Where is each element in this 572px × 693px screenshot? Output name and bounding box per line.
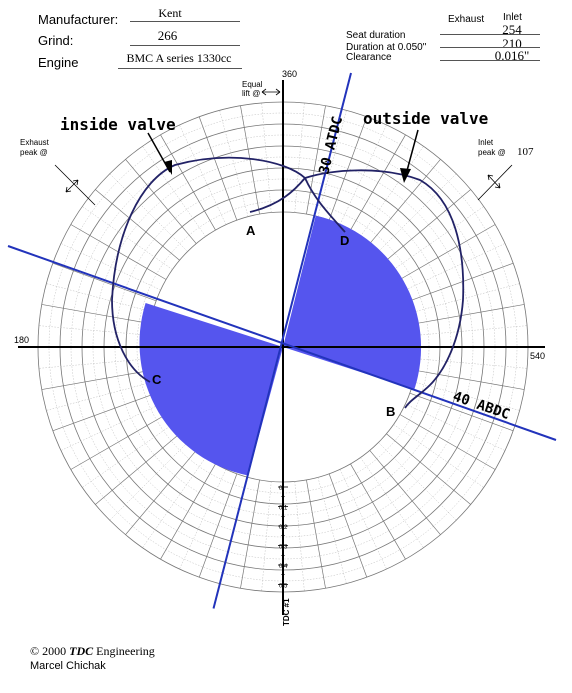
- exhaust-peak-arrow: [65, 179, 79, 193]
- inlet-peak-label-1: Inlet: [478, 138, 494, 147]
- exhaust-peak-label-2: peak @: [20, 148, 48, 157]
- engine-value: BMC A series 1330cc: [126, 51, 232, 65]
- scale-tick-label: 0.5: [279, 584, 288, 590]
- tdc-label: TDC #1: [282, 598, 291, 626]
- outside-valve-label: outside valve: [363, 109, 488, 128]
- copyright-prefix: © 2000: [30, 644, 70, 658]
- author: Marcel Chichak: [30, 660, 106, 672]
- grind-value: 266: [157, 28, 178, 43]
- scale-tick-label: 0.4: [279, 564, 288, 570]
- scale-tick-label: 0.3: [279, 545, 288, 551]
- outside-valve-curve: [303, 169, 465, 409]
- duration-050-label: Duration at 0.050": [346, 42, 427, 53]
- label-180: 180: [14, 335, 29, 345]
- point-c-label: C: [152, 372, 162, 387]
- inlet-peak-label-2: peak @: [478, 148, 506, 157]
- spec-line-1: [440, 34, 540, 35]
- exhaust-peak-label-1: Exhaust: [20, 138, 50, 147]
- col-exhaust-label: Exhaust: [448, 14, 485, 25]
- scale-tick-label: 0.1: [279, 506, 288, 512]
- abdc-line: [7, 245, 557, 441]
- scale-tick-label: 0: [279, 486, 283, 492]
- inside-valve-arrowhead: [164, 160, 172, 175]
- grind-underline: [130, 45, 240, 46]
- label-540: 540: [530, 351, 545, 361]
- copyright-brand: TDC: [69, 644, 94, 658]
- abdc-label: 40 ABDC: [451, 389, 512, 423]
- col-inlet-label: Inlet: [503, 12, 522, 23]
- atdc-line: [212, 72, 352, 609]
- inside-valve-label: inside valve: [60, 115, 176, 134]
- inlet-peak-arrow: [487, 174, 501, 189]
- grind-label: Grind:: [38, 33, 74, 48]
- spec-line-2: [440, 47, 540, 48]
- seat-duration-label: Seat duration: [346, 30, 406, 41]
- clearance-inlet: 0.016": [494, 48, 530, 63]
- inlet-peak-value: 107: [517, 146, 534, 158]
- atdc-label: 30 ATDC: [316, 115, 346, 176]
- equal-lift-label-1: Equal: [242, 80, 263, 89]
- scale-tick-label: 0.2: [279, 525, 288, 531]
- manufacturer-label: Manufacturer:: [38, 12, 119, 27]
- point-b-label: B: [386, 404, 395, 419]
- copyright: © 2000 TDC Engineering: [30, 644, 155, 659]
- seat-duration-inlet: 254: [502, 22, 522, 37]
- engine-label: Engine: [38, 55, 79, 70]
- clearance-label: Clearance: [346, 52, 392, 63]
- lift-scale: 0 0.1 0.2 0.3 0.4 0.5: [278, 486, 288, 590]
- outside-valve-arrowhead: [400, 168, 411, 183]
- sector-intake-open: [283, 215, 422, 390]
- engine-underline: [118, 68, 242, 69]
- inside-valve-curve: [111, 156, 307, 383]
- copyright-suffix: Engineering: [93, 644, 155, 658]
- point-d-label: D: [340, 233, 349, 248]
- point-a-label: A: [246, 223, 256, 238]
- equal-lift-label-2: lift @: [242, 89, 260, 98]
- manufacturer-value: Kent: [158, 6, 182, 20]
- exhaust-peak-marker: [54, 164, 96, 206]
- label-360: 360: [282, 69, 297, 79]
- manufacturer-underline: [130, 21, 240, 22]
- equal-lift-arrow: [261, 88, 281, 96]
- spec-line-3: [440, 60, 540, 61]
